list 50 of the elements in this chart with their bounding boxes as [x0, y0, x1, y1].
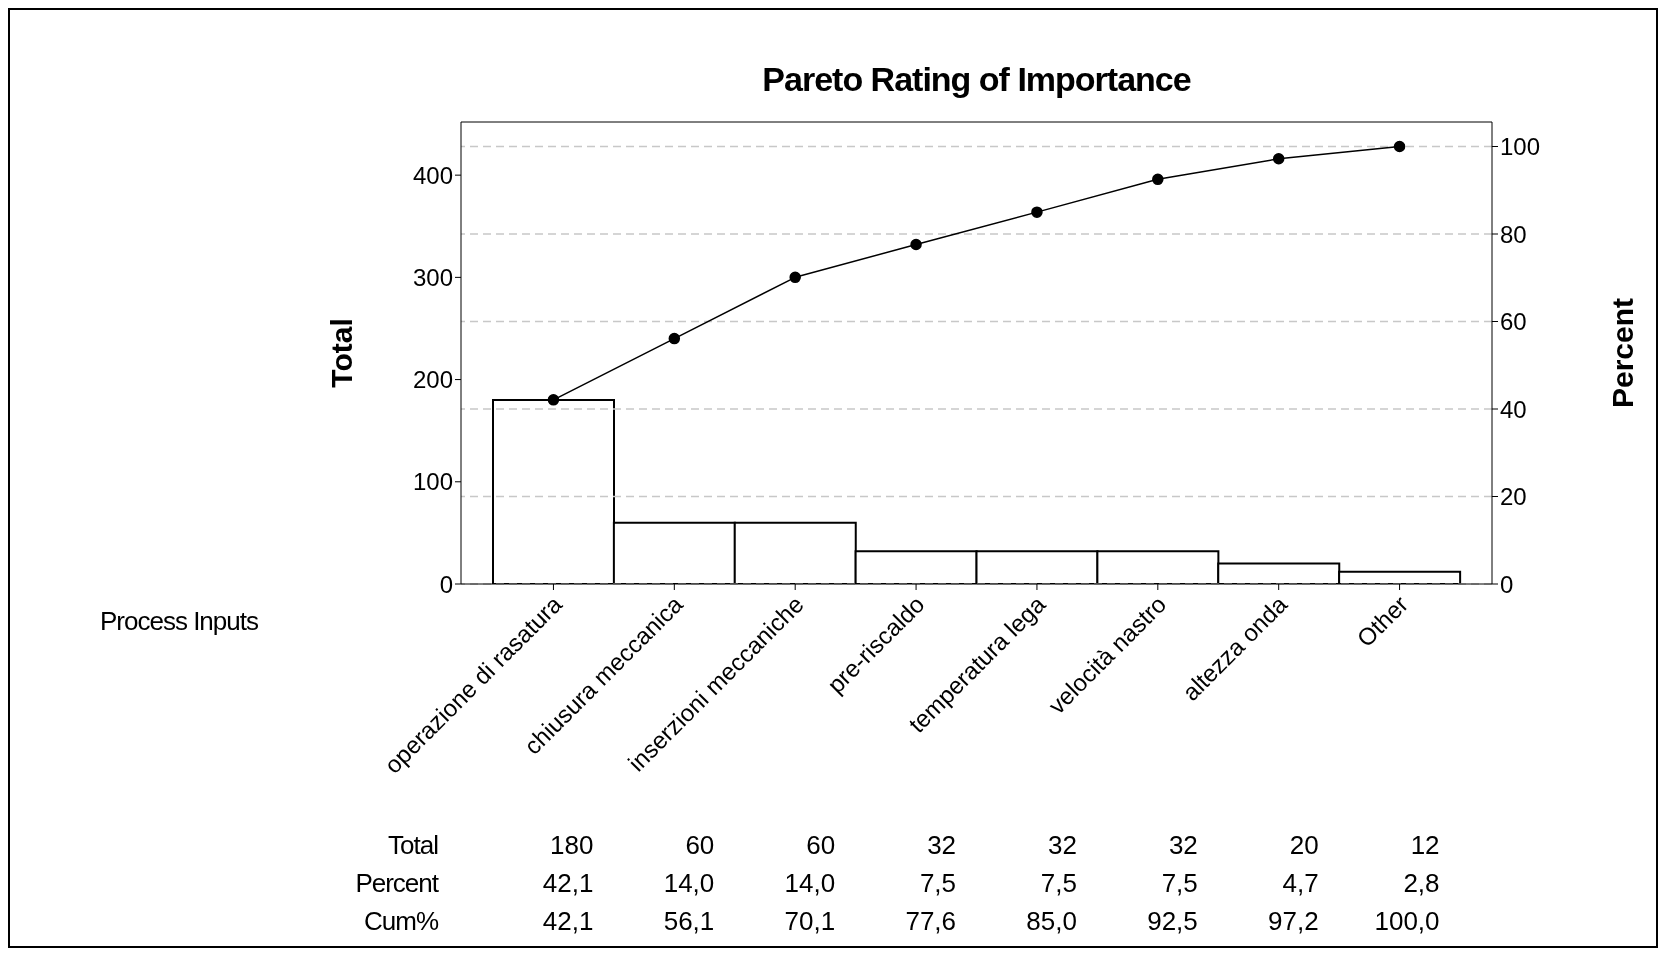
point	[1031, 206, 1043, 218]
text: 2,8	[1402, 868, 1440, 899]
text: 7,5	[1160, 868, 1198, 899]
data-label: 97,2	[1267, 906, 1319, 937]
point	[789, 271, 801, 284]
y2-tick-label: 80	[1500, 220, 1527, 248]
text: 4,7	[1281, 868, 1319, 899]
text: Total	[388, 830, 438, 861]
data-label: 32	[1047, 830, 1077, 861]
chart-title: Pareto Rating of Importance	[761, 60, 1192, 99]
data-label: 85,0	[1025, 906, 1077, 937]
y-tick-label: 400	[412, 161, 453, 189]
y-tick-label: 0	[439, 570, 453, 598]
data-label: 56,1	[662, 906, 715, 937]
point	[910, 238, 922, 251]
data-label: 42,1	[541, 906, 594, 937]
text: Percent	[355, 868, 438, 899]
y2-tick-label: 60	[1500, 308, 1527, 336]
y2-tick-label: 100	[1500, 133, 1541, 161]
text: 42,1	[541, 868, 594, 899]
point	[547, 394, 560, 406]
data-label: 12	[1409, 830, 1440, 861]
data-label: 32	[926, 830, 957, 861]
y2-axis-title: Percent	[1605, 297, 1639, 409]
point	[668, 332, 681, 345]
text: 7,5	[918, 868, 957, 899]
data-label: 20	[1288, 830, 1319, 861]
data-label: 70,1	[783, 906, 836, 937]
y-tick-label: 100	[412, 468, 453, 496]
point	[1272, 153, 1285, 165]
data-label: 77,6	[904, 906, 957, 937]
y2-tick-label: 20	[1500, 483, 1527, 511]
text: Cum%	[363, 906, 438, 937]
point	[1393, 140, 1406, 153]
x-axis-title: Process Inputs	[100, 606, 258, 637]
y-tick-label: 300	[412, 263, 453, 291]
y-axis-title: Total	[324, 318, 358, 388]
data-label: 60	[684, 830, 715, 861]
data-label: 32	[1167, 830, 1198, 861]
text: 14,0	[662, 868, 715, 899]
y2-tick-label: 0	[1500, 570, 1514, 598]
y2-tick-label: 40	[1500, 395, 1527, 423]
data-label: 60	[805, 830, 836, 861]
data-label: 180	[549, 830, 594, 861]
data-label: 92,5	[1146, 906, 1198, 937]
point	[1152, 173, 1164, 186]
text: 14,0	[783, 868, 836, 899]
text: 7,5	[1039, 868, 1077, 899]
data-label: 100,0	[1373, 906, 1440, 937]
y-tick-label: 200	[412, 366, 453, 394]
